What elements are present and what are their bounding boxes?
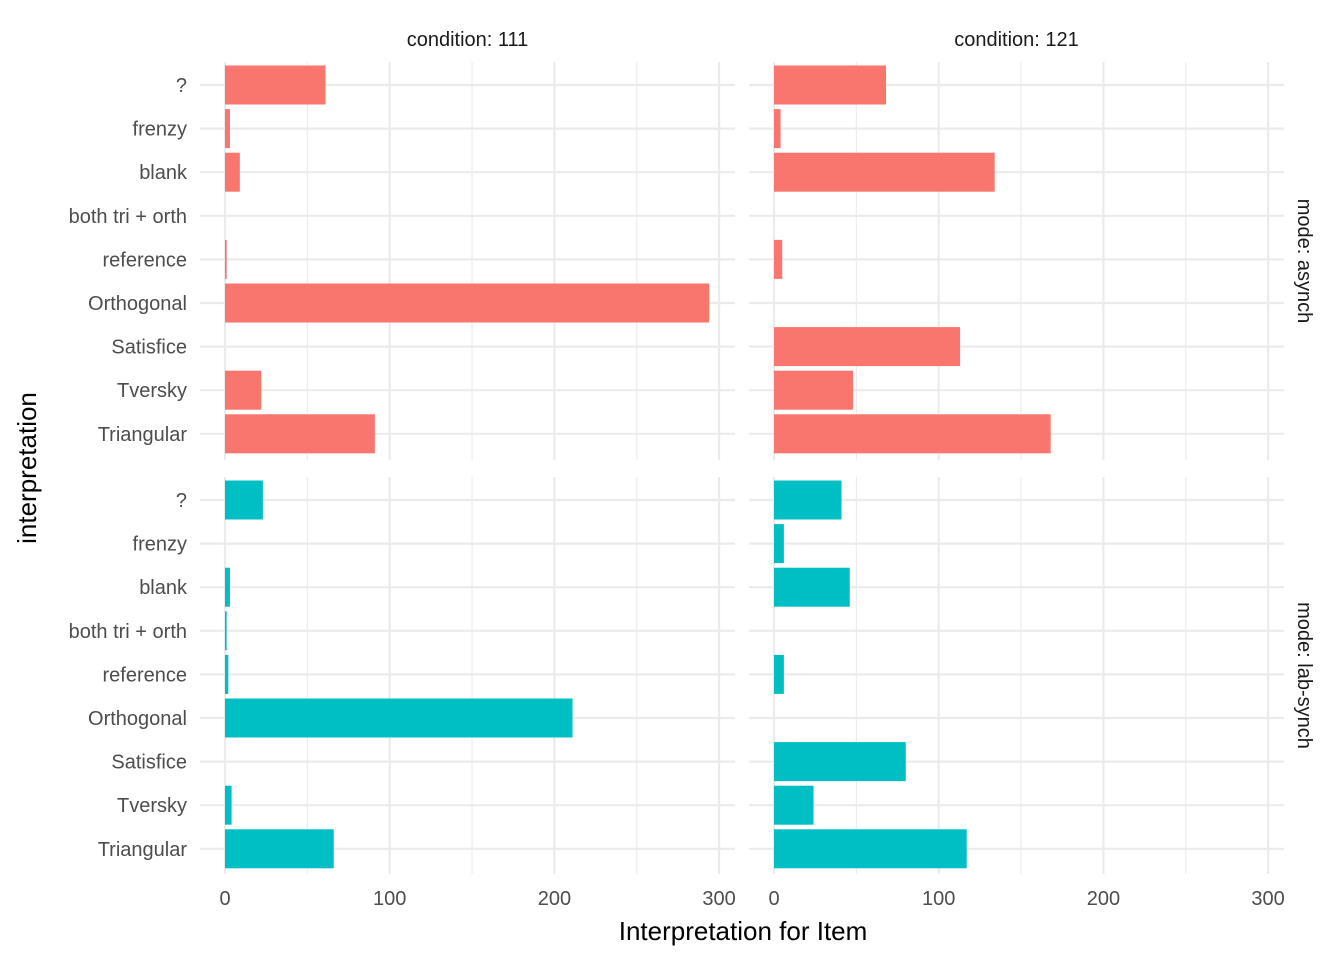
bar-reference-mode-lab-synch-condition-121	[774, 654, 784, 694]
x-tick-label-300-c1: 300	[702, 888, 735, 910]
bar-unknown-mode-asynch-condition-121	[774, 65, 886, 105]
y-tick-label-triangular-r2: Triangular	[98, 839, 188, 861]
bar-tversky-mode-asynch-condition-121	[774, 370, 854, 410]
bar-blank-mode-asynch-condition-121	[774, 152, 995, 192]
bar-triangular-mode-asynch-condition-111	[225, 414, 375, 454]
bar-blank-mode-asynch-condition-111	[225, 152, 240, 192]
bar-layer	[225, 65, 1051, 869]
bar-orthogonal-mode-lab-synch-condition-111	[225, 698, 573, 738]
y-tick-label-orthogonal-r1: Orthogonal	[88, 293, 187, 315]
bar-frenzy-mode-lab-synch-condition-121	[774, 524, 784, 564]
y-tick-label-blank-r1: blank	[139, 162, 188, 184]
bar-reference-mode-asynch-condition-121	[774, 239, 783, 279]
y-tick-label-unknown-r1: ?	[176, 75, 187, 97]
y-tick-label-satisfice-r2: Satisfice	[111, 752, 187, 774]
x-tick-label-200-c2: 200	[1087, 888, 1120, 910]
x-tick-label-100-c2: 100	[922, 888, 955, 910]
x-tick-label-0-c1: 0	[219, 888, 230, 910]
label-layer: ? frenzy blank both tri + orth reference Orth…	[69, 29, 1315, 910]
bar-frenzy-mode-asynch-condition-121	[774, 109, 781, 149]
row-strip-label-mode-asynch: mode: asynch	[1293, 199, 1315, 324]
y-tick-label-tversky-r2: Tversky	[117, 795, 187, 817]
y-tick-label-tversky-r1: Tversky	[117, 380, 187, 402]
bar-satisfice-mode-asynch-condition-121	[774, 327, 961, 367]
bar-unknown-mode-lab-synch-condition-111	[225, 480, 263, 520]
bar-tversky-mode-asynch-condition-111	[225, 370, 262, 410]
y-tick-label-frenzy-r2: frenzy	[133, 534, 187, 556]
bar-tversky-mode-lab-synch-condition-111	[225, 785, 232, 825]
grid-layer	[200, 62, 1284, 874]
y-tick-label-orthogonal-r2: Orthogonal	[88, 708, 187, 730]
bar-unknown-mode-lab-synch-condition-121	[774, 480, 842, 520]
bar-frenzy-mode-asynch-condition-111	[225, 109, 230, 149]
bar-triangular-mode-lab-synch-condition-121	[774, 829, 967, 869]
bar-blank-mode-lab-synch-condition-111	[225, 567, 230, 607]
bar-unknown-mode-asynch-condition-111	[225, 65, 326, 105]
bar-tversky-mode-lab-synch-condition-121	[774, 785, 814, 825]
bar-reference-mode-asynch-condition-111	[225, 239, 227, 279]
bar-reference-mode-lab-synch-condition-111	[225, 654, 229, 694]
bar-triangular-mode-asynch-condition-121	[774, 414, 1051, 454]
y-tick-label-blank-r2: blank	[139, 577, 188, 599]
y-tick-label-reference-r1: reference	[103, 249, 188, 271]
y-tick-label-unknown-r2: ?	[176, 490, 187, 512]
bar-blank-mode-lab-synch-condition-121	[774, 567, 850, 607]
bar-satisfice-mode-lab-synch-condition-121	[774, 742, 906, 782]
column-strip-label-condition-121: condition: 121	[954, 29, 1079, 51]
bar-both-tri-orth-mode-lab-synch-condition-111	[225, 611, 227, 651]
x-tick-label-300-c2: 300	[1251, 888, 1284, 910]
column-strip-label-condition-111: condition: 111	[407, 29, 529, 51]
y-tick-label-triangular-r1: Triangular	[98, 424, 188, 446]
x-tick-label-200-c1: 200	[538, 888, 571, 910]
bar-orthogonal-mode-asynch-condition-111	[225, 283, 710, 323]
x-axis-title: Interpretation for Item	[619, 916, 868, 946]
y-tick-label-reference-r2: reference	[103, 664, 188, 686]
y-axis-title: interpretation	[12, 392, 42, 544]
row-strip-label-mode-lab-synch: mode: lab-synch	[1293, 602, 1315, 749]
x-tick-label-0-c2: 0	[768, 888, 779, 910]
bar-triangular-mode-lab-synch-condition-111	[225, 829, 334, 869]
y-tick-label-both-tri-orth-r2: both tri + orth	[69, 621, 187, 643]
y-tick-label-frenzy-r1: frenzy	[133, 119, 187, 141]
y-tick-label-both-tri-orth-r1: both tri + orth	[69, 206, 187, 228]
y-tick-label-satisfice-r1: Satisfice	[111, 337, 187, 359]
x-tick-label-100-c1: 100	[373, 888, 406, 910]
